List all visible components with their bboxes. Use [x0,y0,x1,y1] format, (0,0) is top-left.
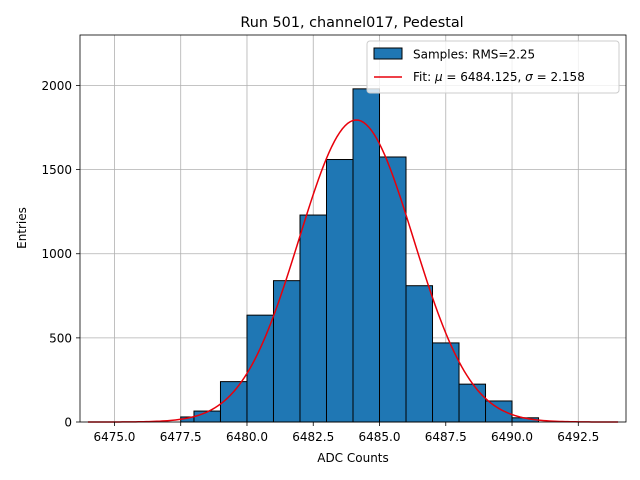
x-tick-label: 6480.0 [226,430,268,444]
fit-label-prefix: Fit: [413,70,435,84]
histogram-bar [485,400,513,423]
fit-sigma-value: 2.158 [550,70,584,84]
fit-mu-equals: = [443,70,461,84]
histogram-bars [180,88,540,423]
histogram-bar [246,314,274,423]
chart-title: Run 501, channel017, Pedestal [240,15,463,31]
histogram-bar [405,285,434,423]
histogram-bar [432,342,460,423]
legend-fit-label: Fit: μ = 6484.125, σ = 2.158 [413,70,585,84]
fit-sigma-symbol: σ [525,70,533,84]
legend-samples-label: Samples: RMS=2.25 [413,48,535,62]
fit-mu-value: 6484.125 [460,70,517,84]
fit-separator: , [518,70,526,84]
x-tick-label: 6475.0 [93,430,135,444]
x-axis-label: ADC Counts [317,451,389,465]
y-axis-ticks: 0 500 1000 1500 2000 [41,79,80,430]
y-axis-label: Entries [15,207,29,249]
plot-frame [79,34,627,423]
histogram-bar [352,88,381,423]
fit-curve-group [87,119,619,423]
x-axis-ticks: 6475.0 6477.5 6480.0 6482.5 6485.0 6487.5 6490… [93,422,599,444]
x-tick-label: 6482.5 [292,430,334,444]
x-tick-label: 6487.5 [425,430,467,444]
histogram-bar [219,381,248,423]
y-tick-label: 1500 [41,163,72,177]
x-tick-label: 6492.5 [557,430,599,444]
histogram-bar [325,159,354,423]
histogram-bar [458,383,487,423]
x-tick-label: 6485.0 [359,430,401,444]
legend: Samples: RMS=2.25 Fit: μ = 6484.125, σ =… [366,40,620,94]
histogram-bar [379,156,407,423]
fit-curve [87,119,619,423]
legend-samples-swatch [373,47,403,60]
y-tick-label: 500 [49,331,72,345]
y-tick-label: 2000 [41,79,72,93]
fit-mu-symbol: μ [434,70,443,84]
y-tick-label: 0 [64,416,72,430]
x-tick-label: 6490.0 [491,430,533,444]
x-tick-label: 6477.5 [160,430,202,444]
histogram-bar [299,214,327,423]
fit-sigma-equals: = [533,70,551,84]
histogram-bar [272,280,301,423]
y-tick-label: 1000 [41,247,72,261]
legend-box [366,40,620,94]
